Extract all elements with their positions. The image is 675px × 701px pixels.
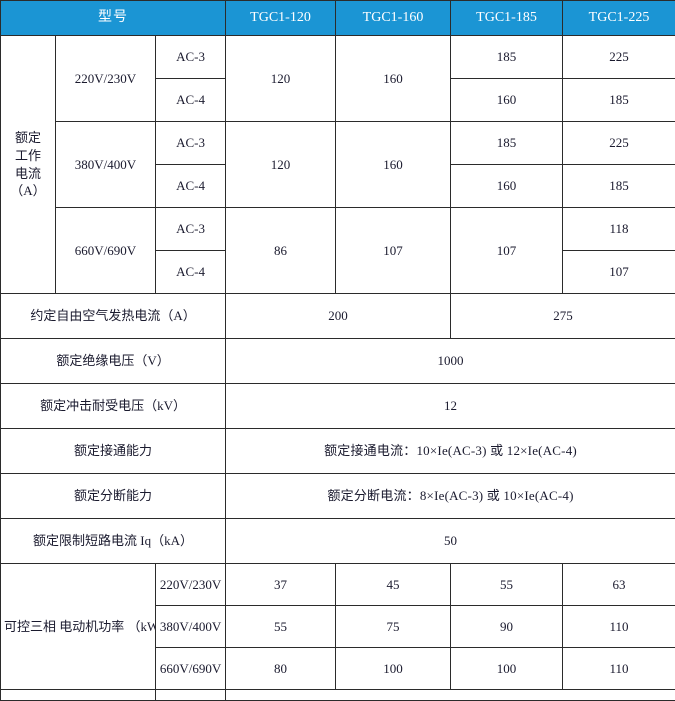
current-220v-tgc160: 160: [336, 36, 451, 122]
utilization-category-ac3: AC-3: [156, 36, 226, 79]
current-220v-ac3-tgc225: 225: [563, 36, 675, 79]
motor-power-660v-tgc120: 80: [226, 648, 336, 690]
thermal-current-value-high: 275: [451, 294, 675, 339]
table-row: 额定限制短路电流 Iq（kA） 50: [1, 519, 675, 564]
utilization-category-ac3: AC-3: [156, 122, 226, 165]
motor-power-380v-tgc185: 90: [451, 606, 563, 648]
utilization-category-ac4: AC-4: [156, 79, 226, 122]
voltage-220v-230v: 220V/230V: [56, 36, 156, 122]
table-row: 380V/400V AC-3 120 160 185 225: [1, 122, 675, 165]
table-row-partial: [1, 690, 675, 701]
motor-voltage-660v-690v: 660V/690V: [156, 648, 226, 690]
current-660v-tgc120: 86: [226, 208, 336, 294]
motor-power-label-line-1: 可控三相: [4, 619, 56, 634]
motor-power-220v-tgc185: 55: [451, 564, 563, 606]
table-row: 约定自由空气发热电流（A） 200 275: [1, 294, 675, 339]
header-model-label: 型号: [1, 1, 226, 36]
current-380v-ac4-tgc185: 160: [451, 165, 563, 208]
rated-current-label-line-1: 额定: [4, 129, 52, 147]
header-model-tgc1-120: TGC1-120: [226, 1, 336, 36]
header-model-tgc1-160: TGC1-160: [336, 1, 451, 36]
partial-cell-values: [226, 690, 675, 701]
current-380v-tgc160: 160: [336, 122, 451, 208]
rated-current-label-line-4: （A）: [4, 182, 52, 200]
insulation-voltage-value: 1000: [226, 339, 675, 384]
motor-power-660v-tgc160: 100: [336, 648, 451, 690]
header-model-tgc1-185: TGC1-185: [451, 1, 563, 36]
rated-current-label-line-3: 电流: [4, 165, 52, 183]
insulation-voltage-label: 额定绝缘电压（V）: [1, 339, 226, 384]
motor-power-220v-tgc120: 37: [226, 564, 336, 606]
impulse-voltage-value: 12: [226, 384, 675, 429]
table-row: 额定 工作 电流 （A） 220V/230V AC-3 120 160 185 …: [1, 36, 675, 79]
current-660v-ac4-tgc225: 107: [563, 251, 675, 294]
making-capacity-value: 额定接通电流：10×Ie(AC-3) 或 12×Ie(AC-4): [226, 429, 675, 474]
current-220v-ac4-tgc225: 185: [563, 79, 675, 122]
table-row: 额定分断能力 额定分断电流：8×Ie(AC-3) 或 10×Ie(AC-4): [1, 474, 675, 519]
short-circuit-current-label: 额定限制短路电流 Iq（kA）: [1, 519, 226, 564]
impulse-voltage-label: 额定冲击耐受电压（kV）: [1, 384, 226, 429]
motor-power-380v-tgc225: 110: [563, 606, 675, 648]
utilization-category-ac4: AC-4: [156, 251, 226, 294]
motor-power-label-line-3: （kW）: [128, 619, 156, 634]
motor-power-label-line-2: 电动机功率: [59, 619, 124, 634]
breaking-capacity-value: 额定分断电流：8×Ie(AC-3) 或 10×Ie(AC-4): [226, 474, 675, 519]
motor-power-220v-tgc225: 63: [563, 564, 675, 606]
partial-cell-voltage: [156, 690, 226, 701]
utilization-category-ac3: AC-3: [156, 208, 226, 251]
voltage-660v-690v: 660V/690V: [56, 208, 156, 294]
breaking-capacity-label: 额定分断能力: [1, 474, 226, 519]
utilization-category-ac4: AC-4: [156, 165, 226, 208]
current-220v-ac4-tgc185: 160: [451, 79, 563, 122]
current-380v-ac3-tgc185: 185: [451, 122, 563, 165]
current-660v-tgc185: 107: [451, 208, 563, 294]
voltage-380v-400v: 380V/400V: [56, 122, 156, 208]
motor-power-220v-tgc160: 45: [336, 564, 451, 606]
current-660v-ac3-tgc225: 118: [563, 208, 675, 251]
motor-voltage-220v-230v: 220V/230V: [156, 564, 226, 606]
motor-voltage-380v-400v: 380V/400V: [156, 606, 226, 648]
table-row: 额定冲击耐受电压（kV） 12: [1, 384, 675, 429]
table-row: 额定接通能力 额定接通电流：10×Ie(AC-3) 或 12×Ie(AC-4): [1, 429, 675, 474]
current-380v-ac3-tgc225: 225: [563, 122, 675, 165]
table-row: 可控三相 电动机功率 （kW） 220V/230V 37 45 55 63: [1, 564, 675, 606]
motor-power-660v-tgc225: 110: [563, 648, 675, 690]
header-model-tgc1-225: TGC1-225: [563, 1, 675, 36]
current-380v-ac4-tgc225: 185: [563, 165, 675, 208]
table-row: 660V/690V AC-3 86 107 107 118: [1, 208, 675, 251]
thermal-current-value-low: 200: [226, 294, 451, 339]
rated-current-label-line-2: 工作: [4, 147, 52, 165]
current-660v-tgc160: 107: [336, 208, 451, 294]
motor-power-660v-tgc185: 100: [451, 648, 563, 690]
current-380v-tgc120: 120: [226, 122, 336, 208]
short-circuit-current-value: 50: [226, 519, 675, 564]
making-capacity-label: 额定接通能力: [1, 429, 226, 474]
rated-current-label: 额定 工作 电流 （A）: [1, 36, 56, 294]
current-220v-ac3-tgc185: 185: [451, 36, 563, 79]
motor-power-380v-tgc120: 55: [226, 606, 336, 648]
table-row: 额定绝缘电压（V） 1000: [1, 339, 675, 384]
thermal-current-label: 约定自由空气发热电流（A）: [1, 294, 226, 339]
motor-power-380v-tgc160: 75: [336, 606, 451, 648]
partial-cell-label: [1, 690, 156, 701]
motor-power-label: 可控三相 电动机功率 （kW）: [1, 564, 156, 690]
table-header-row: 型号 TGC1-120 TGC1-160 TGC1-185 TGC1-225: [1, 1, 675, 36]
current-220v-tgc120: 120: [226, 36, 336, 122]
